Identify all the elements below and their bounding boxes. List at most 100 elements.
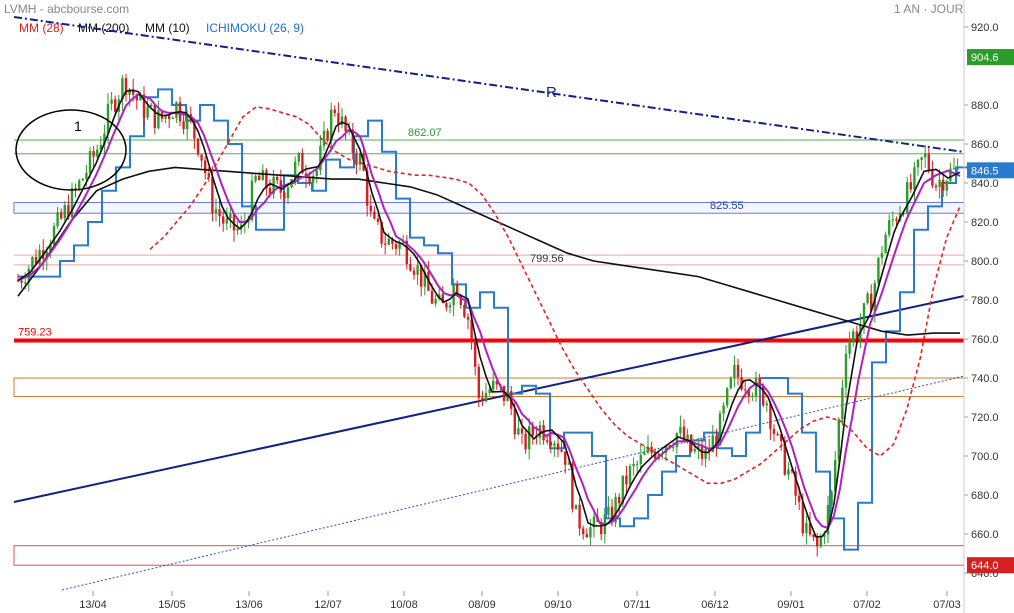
candle-body: [632, 463, 635, 467]
candle-body: [114, 99, 117, 112]
candle-body: [236, 228, 239, 231]
candle-body: [470, 319, 473, 340]
candle-body: [556, 443, 560, 450]
candle-body: [754, 377, 758, 397]
annotation-label: R: [546, 84, 557, 101]
candle-body: [49, 244, 52, 252]
candle-body: [229, 214, 232, 219]
candle-body: [704, 449, 707, 459]
mm10-line: [17, 93, 961, 530]
candle-body: [416, 265, 419, 275]
candle-body: [52, 226, 56, 245]
candle-body: [99, 144, 102, 150]
candle-body: [85, 172, 88, 179]
price-tag: [967, 557, 1014, 574]
candle-body: [492, 380, 495, 390]
y-axis: 920.0 880.0 860.0 840.0 820.0 800.0 780.0 760.0…: [963, 0, 999, 613]
annotation-label: 1: [74, 118, 82, 134]
candle-body: [146, 106, 149, 118]
candle-body: [34, 257, 38, 264]
candle-body: [423, 271, 426, 287]
candle-body: [884, 234, 887, 254]
candle-body: [798, 495, 801, 502]
candle-body: [585, 534, 588, 538]
y-tick-label: 760.0: [971, 334, 999, 346]
mm200-line: [17, 166, 960, 336]
candle-body: [942, 179, 945, 191]
candle-body: [254, 175, 257, 181]
candle-body: [308, 178, 311, 183]
candle-body: [268, 187, 272, 195]
candle-body: [880, 253, 884, 258]
candle-body: [902, 213, 905, 215]
candle-body: [592, 516, 596, 528]
candle-body: [135, 94, 138, 101]
candle-body: [45, 251, 48, 259]
moving-averages: [17, 89, 961, 538]
candle-body: [110, 99, 113, 104]
price-tag-label: 846.5: [971, 165, 999, 177]
candle-body: [38, 250, 41, 264]
candle-body: [636, 463, 639, 465]
candle-body: [628, 466, 632, 485]
candle-body: [801, 501, 804, 534]
candle-body: [247, 219, 250, 223]
candle-body: [841, 387, 844, 420]
candle-body: [283, 192, 286, 199]
candle-body: [844, 353, 848, 388]
candle-body: [380, 221, 383, 244]
y-tick-label: 860.0: [971, 139, 999, 151]
candle-body: [20, 280, 23, 283]
candle-body: [783, 441, 786, 475]
candle-body: [848, 341, 851, 354]
candle-body: [258, 175, 261, 181]
candle-body: [686, 434, 689, 441]
period-label: 1 AN · JOUR: [894, 2, 964, 16]
zone: [13, 377, 965, 398]
candle-body: [618, 496, 621, 504]
candle-body: [718, 413, 722, 446]
candle-body: [319, 146, 322, 171]
candle-body: [625, 475, 628, 485]
candle-body: [434, 298, 437, 304]
candle-body: [654, 452, 657, 459]
candle-body: [747, 390, 750, 397]
x-axis: 13/04 15/05 13/06 12/07 10/08 08/09 09/10 07/11…: [79, 591, 961, 611]
x-tick-label: 13/04: [79, 599, 107, 611]
candle-body: [697, 446, 700, 450]
candle-body: [182, 121, 185, 130]
candle-body: [524, 433, 527, 450]
candle-body: [384, 243, 387, 245]
candle-body: [495, 380, 498, 385]
candle-body: [186, 114, 189, 130]
candle-body: [81, 178, 84, 181]
candle-body: [171, 118, 174, 120]
x-tick-label: 08/09: [468, 599, 496, 611]
candle-body: [60, 212, 63, 219]
candle-body: [261, 170, 264, 181]
candle-body: [355, 153, 358, 165]
candle-body: [376, 218, 380, 222]
zone: [13, 545, 965, 566]
candle-body: [772, 428, 776, 434]
candle-body: [67, 205, 70, 218]
candle-body: [711, 436, 714, 453]
y-tick-label: 880.0: [971, 100, 999, 112]
candle-body: [150, 104, 153, 107]
candle-body: [870, 293, 873, 312]
candle-body: [600, 521, 603, 535]
candle-body: [528, 426, 531, 450]
candle-body: [106, 103, 110, 134]
candle-body: [351, 129, 354, 154]
price-tag-label: 644.0: [971, 560, 999, 572]
candle-body: [337, 113, 340, 126]
candle-body: [326, 130, 329, 141]
x-tick-label: 12/07: [314, 599, 342, 611]
y-tick-label: 740.0: [971, 373, 999, 385]
candle-body: [459, 295, 462, 305]
candle-body: [582, 528, 585, 535]
candle-body: [913, 167, 916, 190]
candle-body: [225, 218, 228, 224]
candle-body: [794, 471, 797, 496]
